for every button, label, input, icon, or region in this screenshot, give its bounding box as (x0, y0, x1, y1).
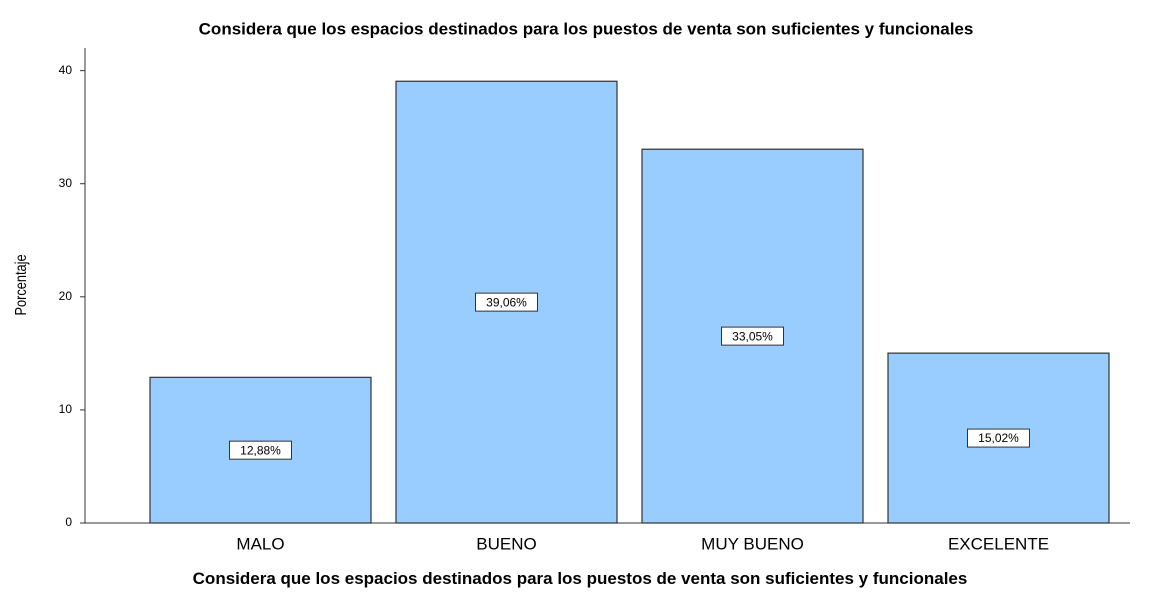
x-tick-label: EXCELENTE (948, 534, 1049, 553)
x-tick-label: BUENO (476, 534, 536, 553)
y-axis-label: Porcentaje (13, 254, 31, 315)
chart-title: Considera que los espacios destinados pa… (199, 19, 974, 38)
data-label-box (229, 440, 292, 460)
data-label-box (967, 428, 1030, 448)
data-label: 39,06% (486, 295, 527, 309)
x-tick-label: MALO (236, 534, 284, 553)
y-tick-label: 0 (65, 515, 72, 529)
data-label: 15,02% (978, 431, 1019, 445)
y-tick-label: 10 (59, 402, 73, 416)
data-label-box (721, 326, 784, 346)
y-tick-label: 20 (59, 289, 73, 303)
y-tick-label: 40 (59, 63, 73, 77)
y-tick-label: 30 (59, 176, 73, 190)
data-label-box (475, 292, 538, 312)
data-label: 12,88% (240, 443, 281, 457)
x-tick-label: MUY BUENO (701, 534, 804, 553)
data-label: 33,05% (732, 329, 773, 343)
x-axis-label: Considera que los espacios destinados pa… (192, 569, 968, 588)
